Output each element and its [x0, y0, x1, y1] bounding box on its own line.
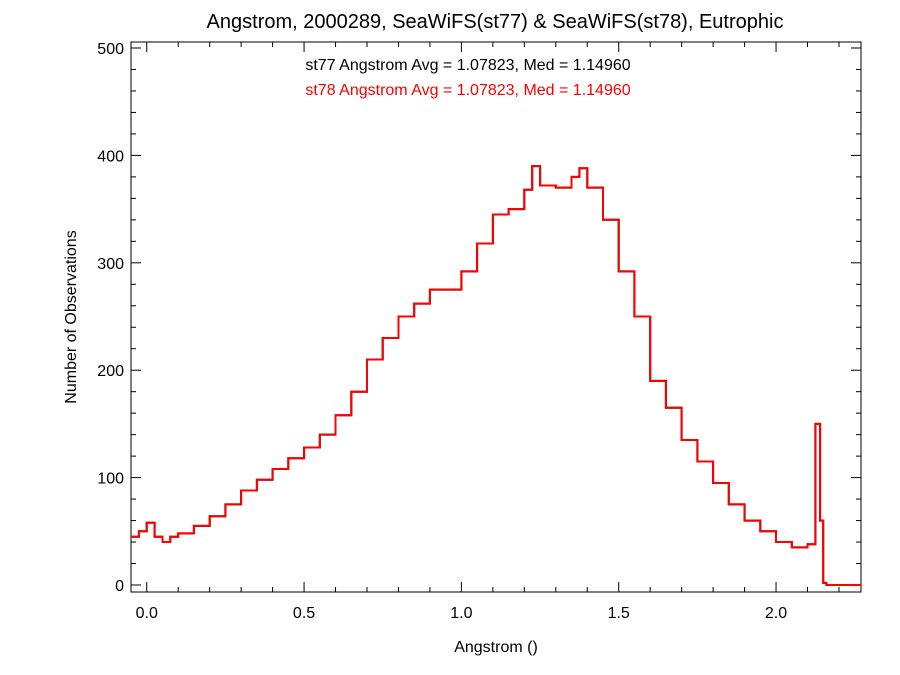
- annotation-st78: st78 Angstrom Avg = 1.07823, Med = 1.149…: [305, 82, 630, 99]
- x-axis-ticks: 0.0 0.5 1.0 1.5 2.0: [136, 42, 840, 622]
- y-tick-label: 300: [97, 256, 124, 273]
- histogram-series: [131, 165, 861, 586]
- x-tick-label: 2.0: [765, 605, 787, 622]
- x-tick-label: 0.0: [136, 605, 158, 622]
- x-tick-label: 0.5: [293, 605, 315, 622]
- y-tick-label: 200: [97, 363, 124, 380]
- histogram-series-0: [131, 165, 861, 586]
- x-axis-label: Angstrom (): [454, 639, 538, 656]
- histogram-series-1: [131, 165, 861, 586]
- y-tick-label: 0: [115, 578, 124, 595]
- y-tick-label: 500: [97, 41, 124, 58]
- y-tick-label: 100: [97, 471, 124, 488]
- x-tick-label: 1.5: [608, 605, 630, 622]
- annotation-st77: st77 Angstrom Avg = 1.07823, Med = 1.149…: [305, 57, 630, 74]
- chart-title: Angstrom, 2000289, SeaWiFS(st77) & SeaWi…: [207, 11, 784, 33]
- y-tick-label: 400: [97, 148, 124, 165]
- y-axis-ticks: 0 100 200 300 400 500: [97, 41, 861, 595]
- y-axis-label: Number of Observations: [63, 230, 80, 403]
- x-tick-label: 1.0: [450, 605, 472, 622]
- plot-frame: [130, 41, 862, 593]
